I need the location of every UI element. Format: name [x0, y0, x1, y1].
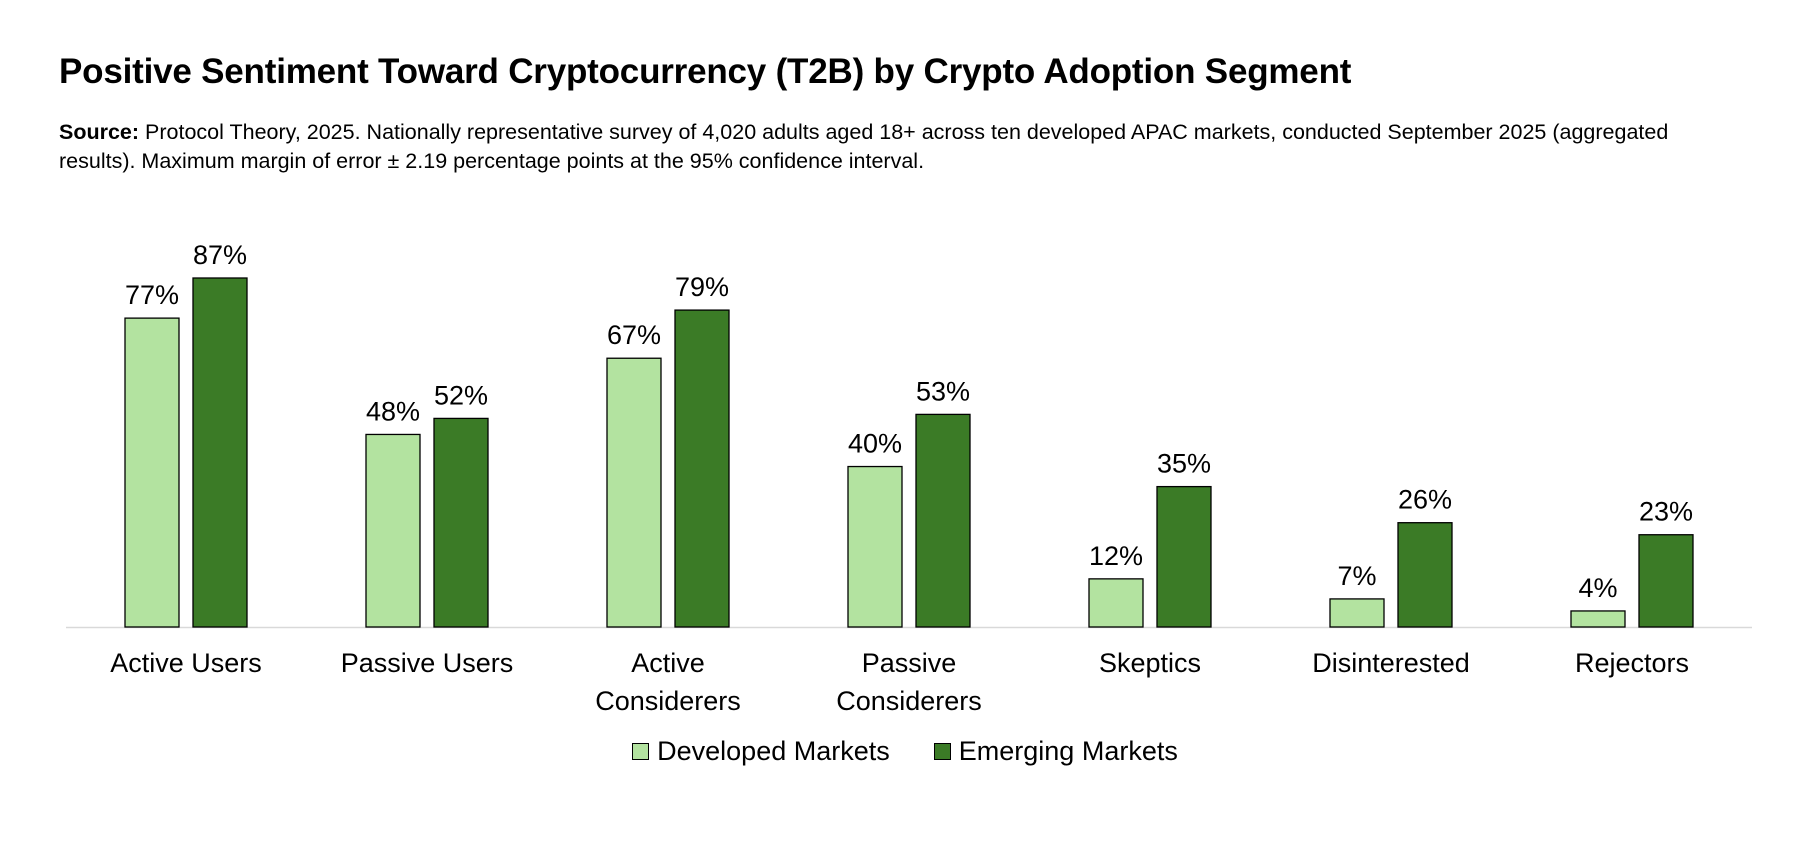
category-label-1: Passive Users	[341, 648, 514, 678]
bar-developed-2	[606, 357, 662, 628]
data-label-developed-2: 67%	[607, 320, 661, 350]
category-label-5: Disinterested	[1312, 648, 1470, 678]
bar-emerging-6	[1638, 534, 1694, 628]
data-label-emerging-6: 23%	[1639, 497, 1693, 527]
legend-swatch-developed	[632, 743, 650, 760]
bar-emerging-0	[192, 277, 248, 628]
category-label-2-line1: Considerers	[595, 686, 741, 716]
bar-emerging-3	[915, 413, 971, 628]
data-label-emerging-2: 79%	[675, 272, 729, 302]
bar-emerging-2	[674, 309, 730, 628]
legend-label-developed: Developed Markets	[657, 736, 890, 766]
data-label-developed-4: 12%	[1089, 541, 1143, 571]
category-label-4: Skeptics	[1099, 648, 1201, 678]
data-label-emerging-5: 26%	[1398, 485, 1452, 515]
category-label-3-line1: Considerers	[836, 686, 982, 716]
category-label-3-line0: Passive	[862, 648, 957, 678]
bar-developed-4	[1088, 578, 1144, 628]
bar-developed-1	[365, 433, 421, 628]
data-label-emerging-3: 53%	[916, 376, 970, 406]
legend-swatch-emerging	[933, 743, 951, 760]
bar-developed-3	[847, 465, 903, 628]
data-label-emerging-0: 87%	[193, 240, 247, 270]
source-label: Source:	[59, 120, 140, 144]
legend-label-emerging: Emerging Markets	[958, 736, 1178, 766]
category-label-6: Rejectors	[1575, 648, 1689, 678]
bar-emerging-1	[433, 417, 489, 628]
bar-emerging-5	[1397, 522, 1453, 628]
data-label-developed-1: 48%	[366, 396, 420, 426]
data-label-emerging-1: 52%	[434, 380, 488, 410]
chart-title: Positive Sentiment Toward Cryptocurrency…	[59, 52, 1352, 91]
bar-developed-0	[124, 317, 180, 628]
bar-emerging-4	[1156, 485, 1212, 628]
category-label-2-line0: Active	[631, 648, 705, 678]
data-label-emerging-4: 35%	[1157, 449, 1211, 479]
source-note: Source: Protocol Theory, 2025. Nationall…	[59, 118, 1679, 176]
data-label-developed-6: 4%	[1578, 573, 1617, 603]
source-text: Protocol Theory, 2025. Nationally repres…	[59, 120, 1669, 173]
data-label-developed-0: 77%	[125, 280, 179, 310]
legend-item-emerging: Emerging Markets	[933, 736, 1178, 767]
data-label-developed-3: 40%	[848, 429, 902, 459]
legend: Developed Markets Emerging Markets	[0, 736, 1800, 767]
bar-developed-6	[1570, 610, 1626, 628]
bar-developed-5	[1329, 598, 1385, 628]
category-label-0: Active Users	[110, 648, 262, 678]
data-label-developed-5: 7%	[1337, 561, 1376, 591]
legend-item-developed: Developed Markets	[632, 736, 890, 767]
